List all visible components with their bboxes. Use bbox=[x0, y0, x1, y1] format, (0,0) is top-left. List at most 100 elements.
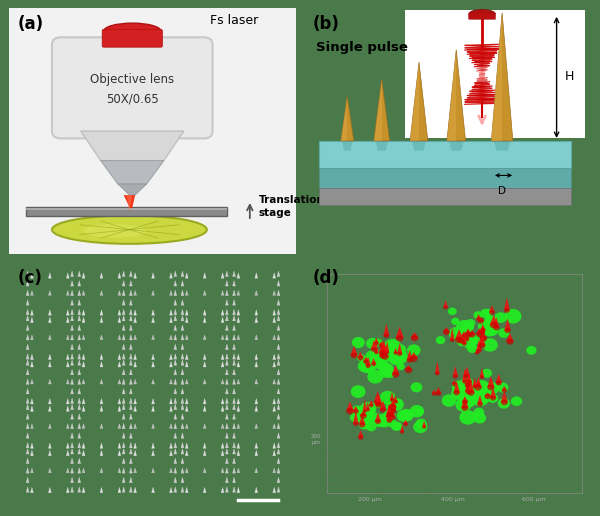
Circle shape bbox=[451, 318, 460, 325]
Polygon shape bbox=[170, 317, 172, 322]
Polygon shape bbox=[82, 354, 85, 360]
Polygon shape bbox=[380, 345, 388, 351]
Polygon shape bbox=[181, 315, 184, 321]
Text: 50X/0.65: 50X/0.65 bbox=[106, 92, 158, 105]
Polygon shape bbox=[174, 433, 177, 438]
Circle shape bbox=[511, 396, 522, 406]
Polygon shape bbox=[374, 79, 382, 141]
Polygon shape bbox=[393, 395, 398, 402]
Polygon shape bbox=[319, 168, 571, 188]
Circle shape bbox=[449, 327, 464, 340]
Polygon shape bbox=[130, 398, 132, 404]
Circle shape bbox=[400, 430, 404, 434]
Polygon shape bbox=[78, 448, 80, 454]
Polygon shape bbox=[67, 487, 69, 493]
Polygon shape bbox=[255, 443, 258, 448]
Circle shape bbox=[479, 343, 485, 349]
Polygon shape bbox=[221, 468, 224, 473]
Polygon shape bbox=[134, 450, 137, 456]
Polygon shape bbox=[130, 477, 132, 482]
Circle shape bbox=[487, 394, 498, 403]
Polygon shape bbox=[410, 62, 428, 141]
Polygon shape bbox=[26, 487, 29, 492]
Circle shape bbox=[476, 317, 481, 321]
Circle shape bbox=[363, 410, 367, 413]
Circle shape bbox=[484, 325, 496, 334]
Polygon shape bbox=[233, 281, 235, 286]
Circle shape bbox=[360, 359, 376, 374]
Circle shape bbox=[359, 402, 376, 416]
Polygon shape bbox=[181, 487, 184, 492]
Polygon shape bbox=[462, 368, 467, 382]
Polygon shape bbox=[78, 442, 80, 448]
Polygon shape bbox=[443, 327, 450, 332]
Polygon shape bbox=[122, 458, 125, 463]
Ellipse shape bbox=[52, 216, 207, 244]
Polygon shape bbox=[226, 315, 229, 321]
Text: (b): (b) bbox=[313, 15, 340, 33]
Polygon shape bbox=[221, 362, 224, 367]
Polygon shape bbox=[203, 317, 206, 322]
Polygon shape bbox=[226, 389, 229, 394]
Polygon shape bbox=[82, 335, 85, 340]
Polygon shape bbox=[403, 420, 408, 424]
Polygon shape bbox=[67, 291, 69, 295]
Circle shape bbox=[403, 422, 408, 426]
Polygon shape bbox=[49, 273, 51, 278]
Circle shape bbox=[386, 402, 396, 411]
Polygon shape bbox=[78, 353, 80, 359]
Polygon shape bbox=[174, 477, 177, 482]
Polygon shape bbox=[464, 329, 472, 335]
Polygon shape bbox=[78, 467, 80, 473]
Polygon shape bbox=[496, 374, 502, 383]
Polygon shape bbox=[71, 315, 74, 321]
Circle shape bbox=[485, 315, 494, 324]
Polygon shape bbox=[226, 467, 229, 473]
Polygon shape bbox=[391, 400, 397, 411]
Polygon shape bbox=[342, 141, 352, 151]
Polygon shape bbox=[379, 344, 386, 353]
Circle shape bbox=[462, 342, 466, 346]
Polygon shape bbox=[226, 458, 229, 463]
Polygon shape bbox=[221, 443, 224, 448]
Polygon shape bbox=[452, 366, 458, 377]
Polygon shape bbox=[130, 271, 132, 277]
Polygon shape bbox=[431, 389, 437, 394]
Circle shape bbox=[432, 392, 436, 396]
Polygon shape bbox=[170, 379, 172, 384]
Polygon shape bbox=[255, 379, 258, 384]
Polygon shape bbox=[185, 487, 188, 493]
Polygon shape bbox=[277, 389, 280, 394]
Polygon shape bbox=[26, 353, 29, 359]
Polygon shape bbox=[80, 131, 184, 160]
Polygon shape bbox=[170, 487, 172, 493]
Polygon shape bbox=[71, 309, 74, 315]
Polygon shape bbox=[185, 317, 188, 322]
Circle shape bbox=[463, 336, 477, 349]
Ellipse shape bbox=[469, 10, 495, 18]
Polygon shape bbox=[130, 379, 132, 384]
Polygon shape bbox=[353, 411, 359, 424]
Polygon shape bbox=[26, 290, 29, 296]
Polygon shape bbox=[174, 379, 177, 384]
Polygon shape bbox=[170, 406, 172, 411]
Polygon shape bbox=[82, 379, 85, 384]
Polygon shape bbox=[181, 271, 184, 277]
Circle shape bbox=[416, 418, 427, 428]
Polygon shape bbox=[410, 352, 418, 359]
Circle shape bbox=[443, 305, 448, 310]
Polygon shape bbox=[185, 450, 188, 456]
Polygon shape bbox=[450, 327, 455, 340]
Polygon shape bbox=[122, 448, 125, 454]
Circle shape bbox=[485, 316, 496, 325]
Polygon shape bbox=[319, 188, 571, 205]
Polygon shape bbox=[226, 414, 229, 419]
Polygon shape bbox=[78, 398, 80, 404]
Polygon shape bbox=[170, 335, 172, 340]
Circle shape bbox=[374, 351, 378, 354]
Circle shape bbox=[484, 394, 491, 399]
Polygon shape bbox=[447, 50, 456, 141]
Polygon shape bbox=[255, 487, 258, 493]
Polygon shape bbox=[134, 468, 137, 473]
Polygon shape bbox=[277, 448, 280, 454]
